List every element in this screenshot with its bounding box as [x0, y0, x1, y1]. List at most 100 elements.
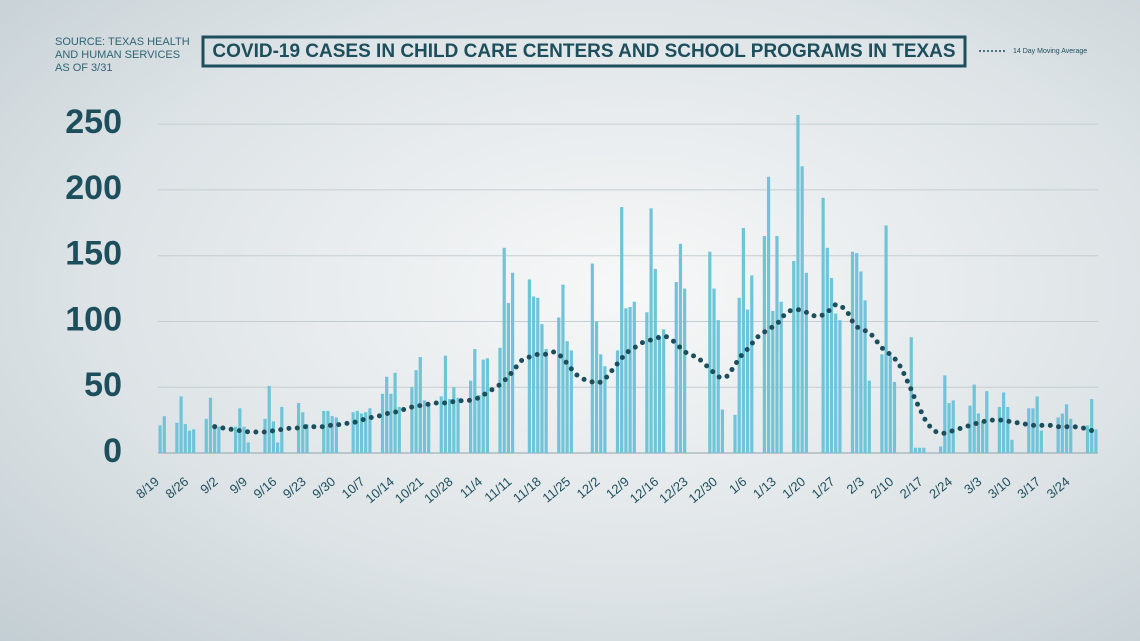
bar	[368, 408, 372, 453]
bar	[1001, 392, 1006, 453]
y-tick-label: 100	[65, 300, 122, 338]
bar	[1031, 408, 1035, 453]
bar	[733, 414, 737, 453]
bar	[364, 412, 368, 453]
bar	[1056, 417, 1060, 453]
bar	[506, 303, 511, 453]
bar	[1027, 408, 1031, 453]
bar	[880, 354, 884, 453]
bar	[192, 429, 196, 453]
bar	[531, 296, 536, 453]
bar	[741, 228, 746, 453]
moving-average-line	[212, 301, 1099, 436]
bar	[485, 358, 490, 453]
bar	[980, 421, 985, 453]
bar	[502, 247, 506, 453]
bar	[985, 391, 989, 453]
bar	[1090, 399, 1094, 453]
bar	[427, 403, 431, 453]
x-tick-label: 10/21	[392, 474, 427, 506]
bar	[561, 284, 565, 453]
bar	[737, 297, 741, 453]
x-tick-label: 11/11	[481, 474, 514, 505]
bar	[821, 197, 825, 453]
bar	[1094, 429, 1098, 453]
bar	[204, 418, 208, 453]
bar	[187, 430, 192, 453]
x-tick-label: 3/24	[1044, 474, 1073, 502]
bar	[557, 317, 561, 453]
bar	[481, 359, 485, 453]
x-tick-label: 10/28	[421, 474, 456, 506]
x-tick-label: 11/18	[510, 474, 544, 506]
bar	[657, 337, 662, 453]
bar	[397, 406, 401, 453]
bar	[804, 272, 808, 453]
y-tick-label: 200	[65, 169, 122, 207]
bar	[326, 410, 330, 453]
bar	[913, 447, 918, 453]
bar	[863, 300, 867, 453]
bar	[334, 417, 338, 453]
bar	[834, 313, 838, 453]
bar	[800, 166, 804, 453]
x-tick-label: 8/26	[162, 474, 191, 502]
bar	[380, 393, 385, 453]
bar	[1039, 430, 1043, 453]
bar	[628, 306, 632, 453]
bar	[183, 424, 187, 453]
bar	[855, 253, 859, 453]
bar	[242, 426, 246, 453]
bar	[590, 263, 594, 453]
bar	[825, 247, 829, 453]
x-tick-label: 12/2	[574, 474, 603, 502]
bar	[683, 288, 687, 453]
bar	[909, 337, 913, 453]
bar	[208, 397, 213, 453]
bar	[267, 385, 271, 453]
x-tick-label: 12/16	[627, 474, 662, 506]
bar	[246, 442, 250, 453]
bar	[884, 225, 888, 453]
x-tick-label: 10/14	[362, 474, 397, 506]
bar	[355, 410, 359, 453]
bar	[389, 393, 393, 453]
bar	[527, 279, 531, 453]
bar	[947, 403, 951, 453]
x-tick-label: 1/27	[809, 474, 838, 502]
bar	[271, 421, 276, 453]
bar	[330, 416, 334, 453]
bar	[943, 375, 947, 453]
x-tick-label: 10/7	[339, 474, 368, 502]
x-tick-label: 2/24	[926, 474, 955, 502]
source-line: AS OF 3/31	[55, 62, 112, 74]
bar	[603, 366, 607, 453]
bar	[653, 268, 657, 453]
bar	[838, 320, 842, 453]
bar	[867, 380, 871, 453]
bar	[850, 251, 855, 453]
bar	[716, 320, 720, 453]
bar	[263, 418, 267, 453]
bar	[544, 349, 548, 453]
bar	[624, 308, 628, 453]
x-tick-label: 2/10	[867, 474, 896, 502]
bar	[234, 426, 238, 453]
bar	[615, 350, 620, 453]
bar	[918, 447, 922, 453]
bar	[414, 370, 418, 453]
bar	[510, 272, 515, 453]
x-tick-label: 12/30	[686, 474, 721, 506]
bar	[997, 406, 1001, 453]
x-tick-label: 12/9	[603, 474, 632, 502]
source-line: SOURCE: TEXAS HEALTH	[55, 36, 190, 48]
bar	[540, 324, 544, 453]
x-tick-label: 3/3	[961, 474, 984, 497]
bar	[662, 329, 666, 453]
bar	[951, 400, 955, 453]
legend-label: 14 Day Moving Average	[1013, 48, 1087, 55]
bar	[599, 354, 603, 453]
bar	[359, 413, 364, 453]
x-tick-label: 1/6	[726, 474, 749, 497]
